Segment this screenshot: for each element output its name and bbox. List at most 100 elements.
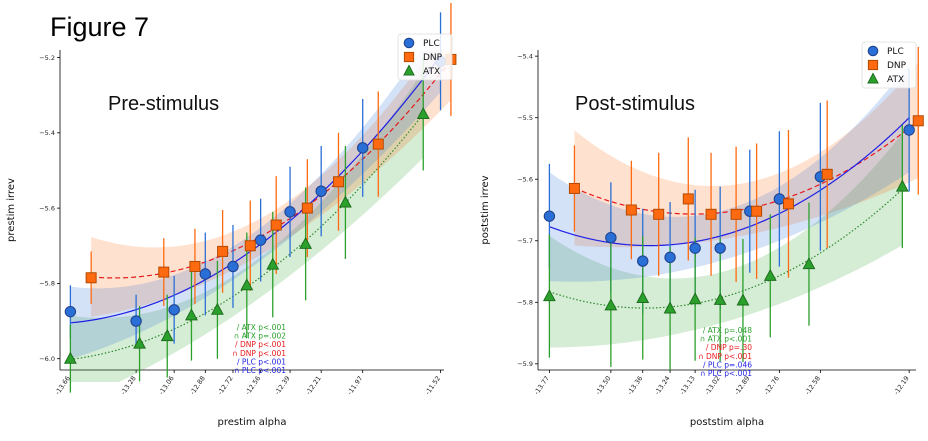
legend-marker-atx xyxy=(403,64,415,76)
y-tick-label: −5.5 xyxy=(517,114,533,122)
pre-stimulus-panel: −6.0−5.8−5.6−5.4−5.2-13.66 -13.28 -13.06 -1… xyxy=(6,2,457,428)
x-tick-label: -12.19 xyxy=(892,375,911,397)
stat-annotation: / DNP p=.30 xyxy=(706,343,752,352)
dnp-point xyxy=(625,204,637,216)
stat-annotation: / DNP p<.001 xyxy=(235,340,286,349)
stat-annotation: ∩ ATX p<.001 xyxy=(700,335,752,344)
legend-label-atx: ATX xyxy=(887,75,904,85)
legend-marker-dnp xyxy=(867,59,879,71)
x-tick-label: -13.50 xyxy=(594,375,613,397)
panel-title: Post-stimulus xyxy=(575,93,695,115)
stat-annotation: ∩ DNP p<.001 xyxy=(698,352,752,361)
atx-point xyxy=(299,236,313,249)
atx-confidence-band xyxy=(70,70,424,382)
plc-point xyxy=(357,142,369,154)
plc-confidence-band xyxy=(70,50,441,360)
x-tick-label: -11.97 xyxy=(346,375,365,397)
dnp-point xyxy=(751,205,763,217)
stat-annotation: ∩ PLC p<.001 xyxy=(234,366,286,375)
y-tick-label: −5.8 xyxy=(517,299,533,307)
plc-point xyxy=(664,251,676,264)
atx-point xyxy=(416,106,430,119)
legend-marker-plc xyxy=(403,37,415,49)
plc-point xyxy=(284,206,296,218)
y-axis-label: prestim irrev xyxy=(6,178,17,242)
atx-point xyxy=(338,195,352,208)
atx-point xyxy=(160,329,174,342)
atx-point xyxy=(895,179,909,192)
x-tick-label: -12.21 xyxy=(304,375,323,397)
plc-point xyxy=(315,185,327,197)
atx-point xyxy=(688,292,702,305)
legend: PLC DNP ATX xyxy=(861,41,917,89)
plc-point xyxy=(714,242,726,254)
x-tick-label: -12.76 xyxy=(762,375,781,397)
plc-confidence-band xyxy=(549,63,910,282)
dnp-point xyxy=(158,266,170,278)
atx-confidence-band xyxy=(549,133,903,348)
x-tick-label: -13.36 xyxy=(626,375,645,397)
plc-point xyxy=(227,260,239,273)
atx-point xyxy=(542,289,556,302)
atx-point xyxy=(713,292,727,305)
x-tick-label: -13.66 xyxy=(53,375,72,397)
atx-point xyxy=(210,302,224,315)
dnp-point xyxy=(189,260,201,272)
y-tick-label: −6.0 xyxy=(39,355,55,363)
plc-point xyxy=(689,242,701,254)
x-tick-label: -12.88 xyxy=(188,375,207,397)
x-tick-label: -13.06 xyxy=(157,375,176,397)
x-tick-label: -12.39 xyxy=(273,375,292,397)
plc-point xyxy=(903,124,915,136)
y-tick-label: −5.7 xyxy=(517,237,533,245)
atx-point xyxy=(663,301,677,314)
y-tick-label: −5.8 xyxy=(39,280,55,288)
atx-point xyxy=(604,298,618,311)
dnp-point xyxy=(270,219,282,231)
dnp-point xyxy=(301,202,313,214)
dnp-point xyxy=(217,245,229,257)
atx-point xyxy=(133,336,147,349)
atx-point xyxy=(763,268,777,281)
plc-point xyxy=(199,268,211,280)
dnp-point xyxy=(244,240,256,252)
y-tick-label: −5.4 xyxy=(39,129,55,137)
legend-label-dnp: DNP xyxy=(423,53,443,63)
legend-label-plc: PLC xyxy=(423,39,440,49)
stat-annotation: / ATX p=.048 xyxy=(703,326,753,335)
dnp-confidence-band xyxy=(91,50,451,317)
atx-point xyxy=(636,290,650,303)
plc-point xyxy=(130,315,142,327)
dnp-point xyxy=(653,208,665,220)
x-tick-label: -13.24 xyxy=(653,375,672,397)
dnp-point xyxy=(332,176,344,188)
figure-title: Figure 7 xyxy=(50,12,150,42)
y-tick-label: −5.9 xyxy=(517,360,533,368)
dnp-point xyxy=(782,198,794,210)
dnp-point xyxy=(912,115,924,127)
stat-annotation: / ATX p<.001 xyxy=(237,323,287,332)
stat-annotation: ∩ DNP p<.001 xyxy=(232,349,286,358)
x-axis-label: poststim alpha xyxy=(690,417,764,428)
post-stimulus-panel: −5.9 −5.8 −5.7 −5.6 −5.5 −5.4 -13.77 -13.50 -13.… xyxy=(480,41,924,428)
stat-annotation: ∩ PLC p<.001 xyxy=(700,369,752,378)
legend-marker-atx xyxy=(867,72,879,84)
panel-title: Pre-stimulus xyxy=(108,93,219,115)
legend-label-atx: ATX xyxy=(423,67,440,77)
atx-point xyxy=(63,351,77,364)
stat-annotation: / PLC p=.046 xyxy=(703,360,752,369)
atx-point xyxy=(266,257,280,270)
stat-annotation: / PLC p<.001 xyxy=(237,357,286,366)
x-tick-label: -12.56 xyxy=(244,375,263,397)
atx-point xyxy=(736,293,750,306)
dnp-point xyxy=(568,182,580,194)
y-tick-label: −5.6 xyxy=(39,204,55,212)
dnp-point xyxy=(85,272,97,284)
plc-point xyxy=(637,255,649,267)
dnp-confidence-band xyxy=(574,62,919,248)
atx-point xyxy=(240,278,254,291)
atx-point xyxy=(802,257,816,270)
legend-label-dnp: DNP xyxy=(887,61,907,71)
x-axis-label: prestim alpha xyxy=(218,417,287,428)
